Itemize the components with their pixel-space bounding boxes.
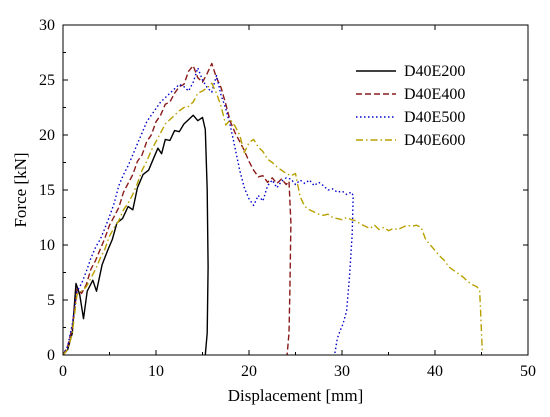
series-line-d40e600	[62, 82, 484, 356]
y-tick-label: 5	[47, 292, 55, 309]
series-line-d40e200	[62, 114, 209, 356]
y-tick-label: 30	[39, 17, 55, 34]
series-line-d40e500	[62, 67, 354, 356]
legend-label-d40e600: D40E600	[404, 132, 465, 149]
x-tick-label: 50	[520, 363, 536, 380]
legend-label-d40e200: D40E200	[404, 63, 465, 80]
x-tick-label: 20	[241, 363, 257, 380]
ticks-layer: 0 10 20 30 40 50 0 5 10 15 20 25 30	[39, 17, 536, 380]
x-tick-label: 40	[427, 363, 443, 380]
x-tick-label: 10	[148, 363, 164, 380]
x-axis-label: Displacement [mm]	[228, 386, 364, 405]
x-tick-label: 0	[59, 363, 67, 380]
x-tick-label: 30	[334, 363, 350, 380]
legend-label-d40e400: D40E400	[404, 86, 465, 103]
y-tick-label: 10	[39, 237, 55, 254]
legend: D40E200 D40E400 D40E500 D40E600	[356, 63, 465, 149]
y-tick-label: 15	[39, 182, 55, 199]
y-axis-label: Force [kN]	[11, 152, 30, 227]
y-tick-label: 25	[39, 72, 55, 89]
y-tick-label: 0	[47, 347, 55, 364]
legend-label-d40e500: D40E500	[404, 109, 465, 126]
series-line-d40e400	[62, 62, 292, 356]
y-tick-label: 20	[39, 127, 55, 144]
series-layer	[62, 62, 484, 356]
